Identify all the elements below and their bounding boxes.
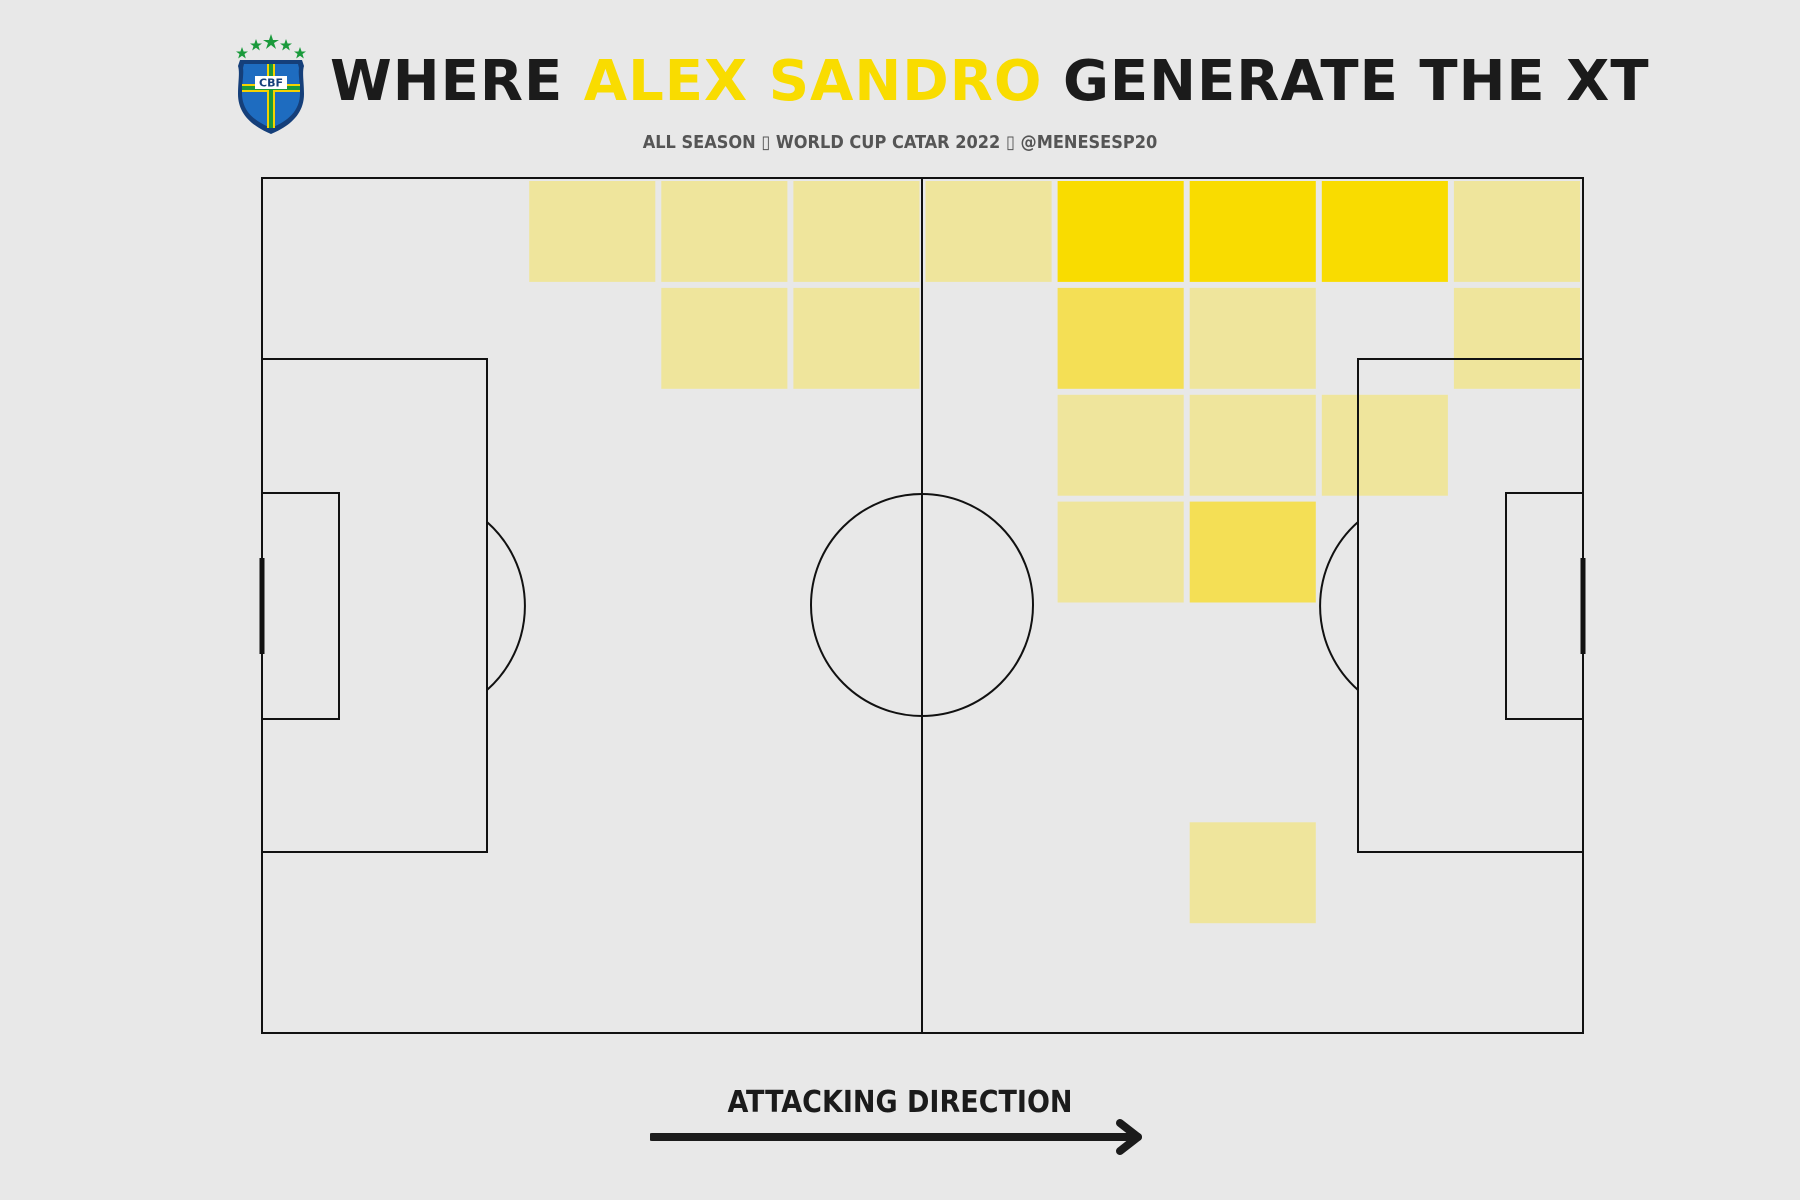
heatmap-cell [1453, 181, 1580, 282]
heatmap-cell [1057, 501, 1184, 603]
page-title: WHERE ALEX SANDRO GENERATE THE XT [330, 49, 1649, 114]
pitch-markings [259, 177, 1586, 1034]
heatmap-cell [1189, 181, 1316, 282]
heatmap-cell [1453, 287, 1580, 389]
heatmap-cells [529, 181, 1580, 924]
attacking-direction-label: ATTACKING DIRECTION [727, 1085, 1073, 1120]
crest-stars [236, 34, 306, 59]
title-suffix: GENERATE THE XT [1042, 49, 1650, 114]
heatmap-cell [1057, 394, 1184, 496]
right-six-yard-box [1505, 492, 1584, 720]
heatmap-cell [1321, 394, 1448, 496]
heatmap-cell [793, 181, 920, 282]
heatmap-cell [1189, 394, 1316, 496]
page-subtitle: ALL SEASON ▯ WORLD CUP CATAR 2022 ▯ @MEN… [642, 132, 1158, 153]
heatmap-cell [793, 287, 920, 389]
heatmap-cell [1057, 287, 1184, 389]
centre-circle [810, 493, 1034, 717]
left-six-yard-box [261, 492, 340, 720]
heatmap-cell [529, 181, 656, 282]
heatmap-cell [1057, 181, 1184, 282]
heatmap-cell [661, 287, 788, 389]
title-player-name: ALEX SANDRO [583, 49, 1043, 114]
crest-text: CBF [259, 77, 283, 90]
heatmap-cell [661, 181, 788, 282]
title-prefix: WHERE [330, 49, 584, 114]
heatmap-cell [1189, 501, 1316, 603]
heatmap-cell [1321, 181, 1448, 282]
heatmap-cell [925, 181, 1052, 282]
heatmap-cell [1189, 287, 1316, 389]
left-penalty-area [261, 358, 488, 853]
arrow-right-icon [650, 1119, 1142, 1155]
attacking-direction: ATTACKING DIRECTION [600, 1085, 1200, 1165]
heatmap-cell [1189, 822, 1316, 924]
cbf-crest-icon: CBF [236, 34, 306, 134]
right-penalty-arc [1319, 521, 1359, 691]
left-penalty-arc [486, 521, 526, 691]
